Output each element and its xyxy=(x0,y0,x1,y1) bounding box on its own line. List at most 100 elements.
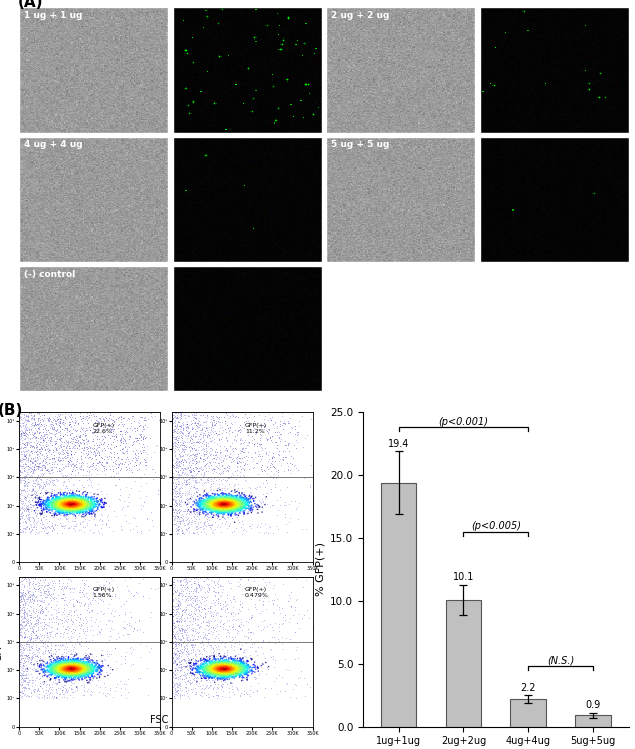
Point xyxy=(56,657,66,669)
Point xyxy=(19,644,29,656)
Point xyxy=(83,503,93,515)
Point xyxy=(199,477,210,489)
Point xyxy=(222,500,232,512)
Point xyxy=(217,416,227,428)
Point xyxy=(231,494,241,506)
Point xyxy=(204,426,215,438)
Point xyxy=(84,666,95,678)
Point xyxy=(65,660,76,672)
Point xyxy=(206,661,216,673)
Point xyxy=(34,446,44,458)
Point xyxy=(215,494,225,506)
Point xyxy=(230,497,240,509)
Point xyxy=(208,670,218,682)
Point xyxy=(233,498,243,510)
Point xyxy=(215,661,225,673)
Point xyxy=(41,476,51,488)
Point xyxy=(79,666,90,678)
Point xyxy=(212,657,222,669)
Point xyxy=(58,494,69,506)
Point xyxy=(53,497,64,509)
Point xyxy=(36,604,46,616)
Point xyxy=(17,434,27,446)
Point xyxy=(44,506,54,518)
Point xyxy=(213,661,223,673)
Point xyxy=(53,665,64,677)
Point xyxy=(79,506,89,518)
Point xyxy=(68,503,78,515)
Point xyxy=(32,622,43,634)
Point xyxy=(74,616,84,628)
Point xyxy=(59,659,69,671)
Point xyxy=(64,666,74,678)
Point xyxy=(211,506,222,518)
Point xyxy=(116,444,126,456)
Point xyxy=(236,666,246,678)
Point xyxy=(64,499,74,511)
Point xyxy=(225,661,235,673)
Point xyxy=(225,658,236,670)
Point xyxy=(245,521,255,533)
Point xyxy=(76,498,86,510)
Point xyxy=(77,497,88,509)
Point xyxy=(212,500,222,512)
Point xyxy=(175,677,185,689)
Point xyxy=(268,527,278,539)
Point xyxy=(211,641,222,653)
Point xyxy=(214,501,224,513)
Point xyxy=(34,606,44,618)
Point xyxy=(65,658,76,670)
Point xyxy=(138,420,148,432)
Point xyxy=(279,416,289,428)
Point xyxy=(60,495,70,507)
Point xyxy=(73,660,83,672)
Point xyxy=(178,466,188,478)
Point xyxy=(78,501,88,513)
Point xyxy=(22,439,32,451)
Point xyxy=(77,497,88,509)
Point xyxy=(69,665,79,677)
Point xyxy=(86,654,97,666)
Point xyxy=(209,575,219,587)
Point xyxy=(182,649,192,661)
Point xyxy=(44,626,54,638)
Point xyxy=(226,666,236,678)
Point xyxy=(213,653,223,665)
Point xyxy=(39,645,50,657)
Point xyxy=(34,479,44,491)
Point xyxy=(25,511,35,523)
Point xyxy=(178,660,188,672)
Point xyxy=(60,495,70,507)
Point xyxy=(171,521,181,533)
Point xyxy=(76,654,86,666)
Point xyxy=(220,479,230,491)
Point xyxy=(25,656,36,668)
Point xyxy=(231,493,241,505)
Point xyxy=(236,492,246,504)
Point xyxy=(55,668,65,680)
Point xyxy=(217,502,227,514)
Point xyxy=(49,583,59,595)
Point xyxy=(59,476,69,488)
Point xyxy=(229,658,239,670)
Point xyxy=(27,419,37,431)
Point xyxy=(225,451,235,463)
Point xyxy=(39,512,50,524)
Point xyxy=(272,426,283,438)
Point xyxy=(69,666,79,678)
Point xyxy=(212,665,222,677)
Point xyxy=(53,497,64,509)
Point xyxy=(41,665,51,677)
Point xyxy=(44,502,55,514)
Point xyxy=(242,637,252,649)
Point xyxy=(38,646,48,658)
Point xyxy=(226,659,236,671)
Point xyxy=(170,673,180,685)
Point xyxy=(230,608,240,620)
Point xyxy=(23,652,33,664)
Point xyxy=(20,475,30,487)
Point xyxy=(36,445,46,457)
Point xyxy=(51,669,62,681)
Point xyxy=(112,679,122,691)
Point xyxy=(16,431,26,443)
